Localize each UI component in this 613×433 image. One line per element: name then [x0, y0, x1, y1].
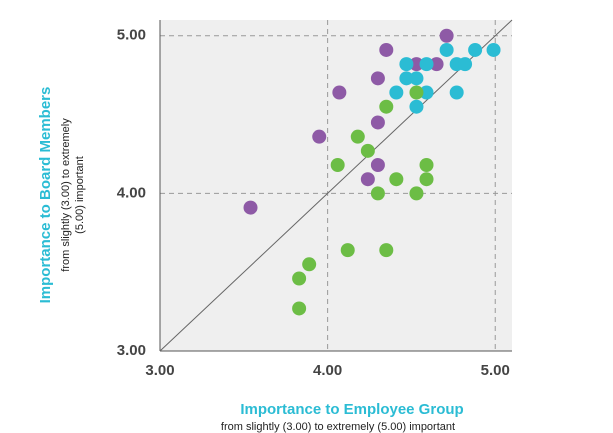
point [399, 71, 414, 86]
point [458, 57, 473, 72]
point [330, 158, 345, 173]
point [350, 129, 365, 144]
point [419, 57, 434, 72]
point [292, 301, 307, 316]
x-tick-label: 4.00 [313, 362, 342, 379]
point [370, 115, 385, 130]
point [389, 172, 404, 187]
point [243, 200, 258, 215]
point [419, 172, 434, 187]
diagonal [159, 19, 513, 352]
x-tick-label: 5.00 [481, 362, 510, 379]
point [409, 71, 424, 86]
point [399, 57, 414, 72]
point [312, 129, 327, 144]
point [379, 99, 394, 114]
point [292, 271, 307, 286]
point [360, 172, 375, 187]
point [302, 257, 317, 272]
y-tick-label: 3.00 [117, 342, 146, 359]
x-axis-title: Importance to Employee Group [240, 401, 463, 418]
y-tick-label: 5.00 [117, 27, 146, 44]
point [360, 143, 375, 158]
point [409, 85, 424, 100]
y-tick-label: 4.00 [117, 184, 146, 201]
point [439, 28, 454, 43]
point [409, 186, 424, 201]
point [332, 85, 347, 100]
point [429, 57, 444, 72]
y-axis-note: from slightly (3.00) to extremely [60, 118, 72, 272]
point [419, 158, 434, 173]
point [370, 158, 385, 173]
point [379, 243, 394, 258]
point [389, 85, 404, 100]
point [486, 42, 501, 57]
x-axis-note: from slightly (3.00) to extremely (5.00)… [221, 421, 455, 433]
point [370, 186, 385, 201]
point [409, 57, 424, 72]
y-axis-title: Importance to Board Members [37, 87, 54, 304]
point [439, 42, 454, 57]
point [379, 42, 394, 57]
point [449, 85, 464, 100]
point [468, 42, 483, 57]
point [419, 85, 434, 100]
x-tick-label: 3.00 [145, 362, 174, 379]
point [340, 243, 355, 258]
y-axis-note: (5.00) important [74, 156, 86, 234]
point [409, 99, 424, 114]
point [370, 71, 385, 86]
